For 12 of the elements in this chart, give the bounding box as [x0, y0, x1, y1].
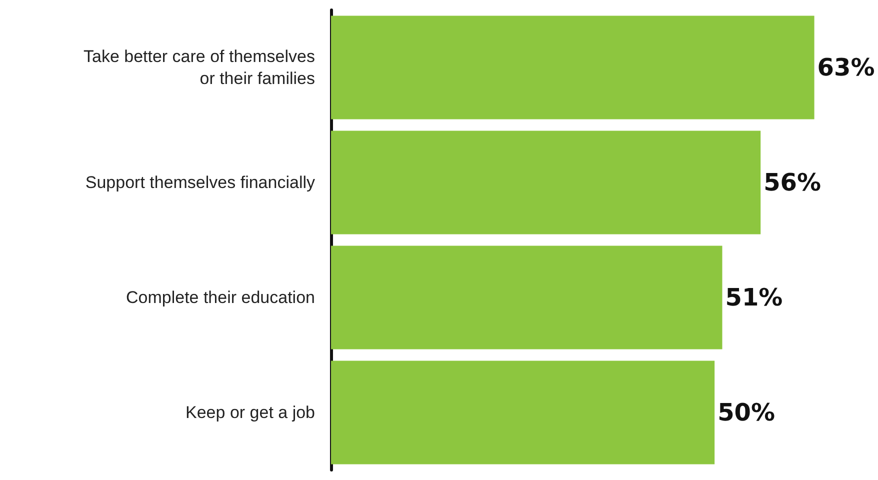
bar	[331, 246, 722, 350]
bar	[331, 130, 761, 234]
bar	[331, 16, 814, 120]
data-label: 51%	[725, 284, 783, 312]
y-tick-label: Support themselves financially	[85, 173, 316, 192]
data-label: 56%	[764, 168, 822, 196]
y-tick-label: Complete their education	[126, 288, 315, 307]
data-label: 50%	[718, 398, 776, 426]
y-tick-label: Keep or get a job	[186, 403, 315, 422]
y-tick-label: Take better care of themselves or their families	[83, 47, 315, 88]
data-label: 63%	[817, 54, 875, 82]
bar	[331, 360, 715, 464]
